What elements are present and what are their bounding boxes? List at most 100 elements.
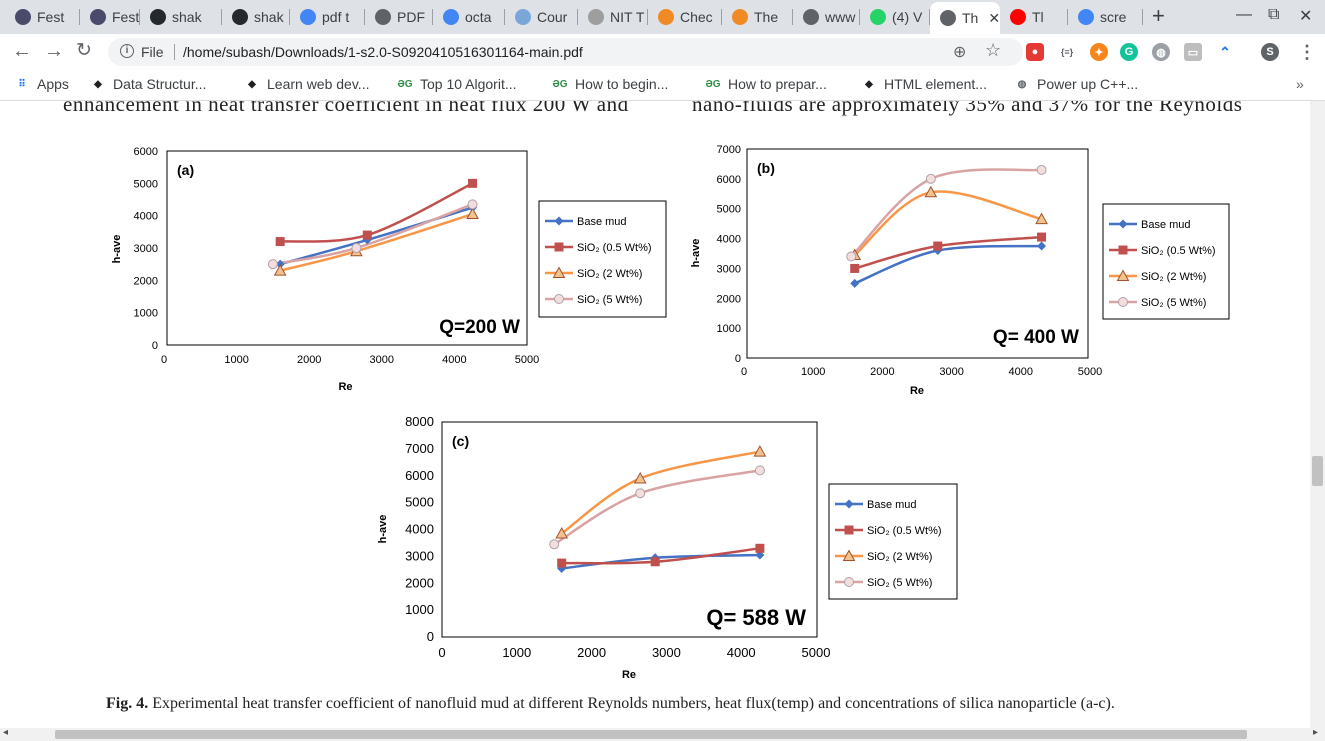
browser-tab[interactable]: Th ✕ <box>930 2 1000 34</box>
tab-title: shak <box>172 9 202 25</box>
browser-tab[interactable]: PDF <box>365 4 433 30</box>
tab-separator <box>721 9 722 25</box>
browser-tab[interactable]: shak <box>222 4 290 30</box>
x-tick-label: 1000 <box>224 354 248 366</box>
x-tick-label: 4000 <box>1009 366 1033 378</box>
browser-tab[interactable]: Chec <box>648 4 722 30</box>
back-arrow-icon[interactable]: ← <box>12 40 32 62</box>
google-icon <box>300 9 316 25</box>
browser-tab[interactable]: The <box>722 4 793 30</box>
horizontal-scroll-thumb[interactable] <box>55 730 1247 739</box>
zoom-icon[interactable]: ⊕ <box>953 44 967 61</box>
bookmark-item[interactable]: ◆ HTML element... <box>861 76 987 92</box>
bookmark-item[interactable]: ◍ Power up C++... <box>1014 76 1139 92</box>
bookmarks-overflow-icon[interactable]: » <box>1296 76 1304 92</box>
bookmark-item[interactable]: ◆ Learn web dev... <box>244 76 369 92</box>
drive-extension-icon[interactable]: ⌃ <box>1216 43 1234 61</box>
tab-separator <box>647 9 648 25</box>
browser-tab[interactable]: Fest <box>80 4 140 30</box>
figure-4: 0 1000 2000 3000 4000 5000 6000 0 1000 2000 3000 40… <box>111 144 1230 681</box>
browser-tab[interactable]: NIT T <box>578 4 648 30</box>
bookmark-item[interactable]: ƏG How to prepar... <box>705 76 826 92</box>
x-tick-label: 3000 <box>652 645 681 660</box>
restore-button[interactable]: ⧉ <box>1268 6 1280 23</box>
tab-title: Fest <box>112 9 140 25</box>
bookmark-item[interactable]: ◆ Data Structur... <box>90 76 206 92</box>
legend-marker <box>1118 245 1128 255</box>
legend-marker <box>842 549 856 561</box>
browser-tab[interactable]: shak <box>140 4 222 30</box>
browser-tab[interactable]: Fest <box>5 4 80 30</box>
tab-separator <box>577 9 578 25</box>
info-icon[interactable]: i <box>120 44 134 58</box>
new-tab-button[interactable]: + <box>1152 3 1165 28</box>
forward-arrow-icon[interactable]: → <box>44 40 64 62</box>
globe-icon <box>803 9 819 25</box>
data-point <box>267 259 278 270</box>
browser-tab[interactable]: (4) V <box>860 4 930 30</box>
browser-tab[interactable]: Cour <box>505 4 578 30</box>
tab-title: NIT T <box>610 9 645 25</box>
json-extension-icon[interactable]: {≡} <box>1058 43 1076 61</box>
legend-entry: SiO₂ (5 Wt%) <box>867 577 932 589</box>
legend-marker <box>554 216 564 226</box>
adblock-extension-icon[interactable]: ● <box>1026 43 1044 61</box>
legend-marker <box>554 294 564 304</box>
close-window-button[interactable]: ✕ <box>1299 8 1313 25</box>
bookmark-star-icon[interactable]: ☆ <box>985 40 1002 60</box>
x-tick-label: 2000 <box>870 366 894 378</box>
festival-icon <box>90 9 106 25</box>
data-point <box>275 237 285 247</box>
bookmark-item[interactable]: ⠿ Apps <box>14 76 69 92</box>
horizontal-scrollbar[interactable]: ◂ ▸ <box>0 727 1325 741</box>
minimize-button[interactable]: — <box>1236 6 1252 23</box>
legend-marker <box>1118 219 1128 229</box>
legend-entry: SiO₂ (2 Wt%) <box>867 551 932 563</box>
bookmark-label: Power up C++... <box>1037 76 1139 92</box>
url-text[interactable]: /home/subash/Downloads/1-s2.0-S092041051… <box>183 44 583 60</box>
address-bar[interactable]: i File /home/subash/Downloads/1-s2.0-S09… <box>108 38 1023 66</box>
panel-label: (b) <box>757 160 775 176</box>
heat-flux-annotation: Q=200 W <box>439 317 520 338</box>
y-tick-label: 5000 <box>405 495 434 510</box>
vertical-scroll-thumb[interactable] <box>1312 456 1323 486</box>
browser-tab[interactable]: scre <box>1068 4 1143 30</box>
scroll-right-arrow-icon[interactable]: ▸ <box>1313 727 1319 738</box>
y-tick-label: 6000 <box>405 468 434 483</box>
bookmark-label: Top 10 Algorit... <box>420 76 517 92</box>
metamask-extension-icon[interactable]: ✦ <box>1090 43 1108 61</box>
y-tick-label: 2000 <box>717 293 741 305</box>
browser-tab[interactable]: www <box>793 4 860 30</box>
scroll-left-arrow-icon[interactable]: ◂ <box>3 727 9 738</box>
bookmark-item[interactable]: ƏG Top 10 Algorit... <box>397 76 517 92</box>
chart-panel: 0 1000 2000 3000 4000 5000 6000 7000 0 1000 2000 30… <box>690 144 1230 397</box>
globe-icon: ◍ <box>1017 78 1027 90</box>
github-icon <box>232 9 248 25</box>
legend-entry: Base mud <box>867 499 917 511</box>
browser-tab[interactable]: Tl <box>1000 4 1068 30</box>
panel-label: (c) <box>452 433 469 449</box>
bookmark-item[interactable]: ƏG How to begin... <box>552 76 668 92</box>
reload-icon[interactable]: ↻ <box>76 40 92 61</box>
screen-extension-icon[interactable]: ▭ <box>1184 43 1202 61</box>
browser-tab[interactable]: octa <box>433 4 505 30</box>
tab-separator <box>139 9 140 25</box>
tab-separator <box>79 9 80 25</box>
file-scheme-label: File <box>141 44 164 60</box>
y-tick-label: 0 <box>152 340 158 352</box>
vertical-scrollbar[interactable] <box>1310 101 1325 728</box>
tab-separator <box>364 9 365 25</box>
bookmark-label: Data Structur... <box>113 76 207 92</box>
x-tick-label: 5000 <box>802 645 831 660</box>
tab-separator <box>221 9 222 25</box>
grammarly-extension-icon[interactable]: G <box>1120 43 1138 61</box>
y-axis-label: h-ave <box>690 239 702 268</box>
menu-icon[interactable]: ⋮ <box>1298 42 1316 62</box>
tab-close-icon[interactable]: ✕ <box>988 9 1000 26</box>
globe-extension-icon[interactable]: ◍ <box>1152 43 1170 61</box>
profile-avatar[interactable]: S <box>1261 43 1279 61</box>
browser-tab[interactable]: pdf t <box>290 4 365 30</box>
x-axis-label: Re <box>338 381 352 393</box>
data-point <box>633 471 647 484</box>
data-point <box>1036 164 1047 175</box>
